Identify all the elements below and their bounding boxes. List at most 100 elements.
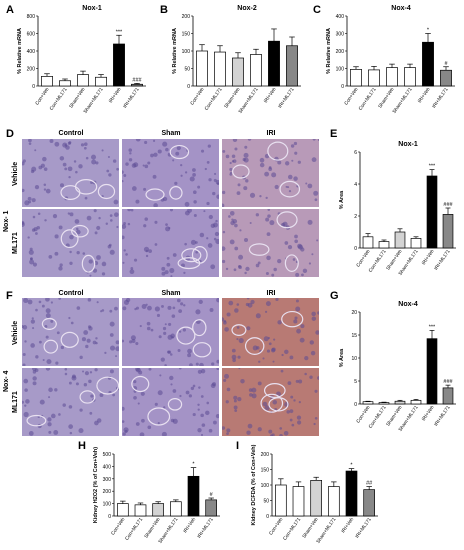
- chart-H-xlabel-2: Sham+Veh: [143, 516, 162, 539]
- chart-A-bar-3: [95, 76, 107, 87]
- micrograph-d-0-2: [222, 139, 319, 207]
- f-col-iri: IRI: [266, 290, 276, 297]
- chart-G-title: Nox-4: [398, 301, 418, 308]
- chart-E-ylabel: % Area: [339, 190, 345, 209]
- chart-H-ytick-label-5: 500: [103, 452, 112, 458]
- chart-E-ytick-label-2: 4: [354, 182, 357, 188]
- chart-G-xlabel-4: IRI+Veh: [421, 404, 436, 422]
- chart-C-bar-4: [422, 41, 434, 87]
- chart-C-bar-3: [404, 67, 416, 87]
- micrograph-d-1-1: [122, 209, 219, 277]
- chart-H-bar-5: [205, 499, 217, 517]
- chart-C-bar-1: [368, 69, 380, 87]
- chart-E-ytick-label-3: 6: [354, 150, 357, 156]
- chart-A-title: Nox-1: [82, 5, 102, 12]
- chart-A-ytick-label-0: 0: [32, 84, 35, 90]
- chart-I-ytick-label-1: 50: [263, 499, 269, 505]
- chart-C-xlabel-2: Sham+Veh: [377, 86, 396, 109]
- chart-H-ytick-label-3: 300: [103, 477, 112, 483]
- chart-B-ytick-label-2: 100: [182, 49, 191, 55]
- chart-I-ytick-label-0: 0: [266, 514, 269, 520]
- f-col-control: Control: [58, 290, 84, 297]
- chart-C-bar-0: [350, 69, 362, 87]
- chart-E-title: Nox-1: [398, 141, 418, 148]
- chart-E-xlabel-2: Sham+Veh: [385, 248, 404, 271]
- chart-H-bar-3: [170, 501, 182, 517]
- chart-B-xlabel-0: Con+Veh: [189, 86, 206, 106]
- chart-I-xlabel-1: Con+ML171: [282, 516, 302, 541]
- chart-I-ylabel: Kidney DCFDA (% of Con+Veh): [251, 444, 257, 525]
- chart-i-kidney-dcfda: 0 50 100 150 200 Kidney DCFDA (% of Con+Veh) C…: [251, 444, 378, 545]
- micrograph-f-0-1: [122, 298, 219, 366]
- chart-H-xlabel-1: Con+ML171: [124, 516, 144, 541]
- chart-B-ytick-label-0: 0: [187, 84, 190, 90]
- chart-B-bar-3: [250, 54, 262, 87]
- chart-G-bar-2: [394, 400, 406, 405]
- d-col-iri: IRI: [266, 130, 276, 137]
- chart-H-ytick-label-4: 400: [103, 464, 112, 470]
- chart-E-ytick-label-1: 2: [354, 214, 357, 220]
- chart-A-bar-2: [77, 74, 89, 87]
- chart-A-xlabel-2: Sham+Veh: [68, 86, 87, 109]
- chart-A-xlabel-1: Con+ML171: [49, 86, 69, 111]
- chart-C-bar-5: [440, 69, 452, 87]
- chart-A-xlabel-4: IRI+Veh: [108, 86, 123, 104]
- chart-B-ylabel: % Relative mRNA: [172, 28, 178, 74]
- chart-G-annot-4: ***: [429, 324, 436, 330]
- micrograph-d-1-0: [22, 209, 119, 277]
- chart-B-xlabel-1: Con+ML171: [204, 86, 224, 111]
- micrograph-f-1-0: [22, 368, 119, 436]
- panel-letter-g: G: [330, 290, 339, 302]
- chart-G-ylabel: % Area: [339, 348, 345, 367]
- chart-C-xlabel-1: Con+ML171: [358, 86, 378, 111]
- chart-E-xlabel-5: IRI+ML171: [433, 248, 452, 271]
- chart-I-xlabel-5: IRI+ML171: [354, 516, 373, 539]
- chart-I-bar-1: [292, 486, 305, 517]
- chart-I-annot-5: ##: [366, 481, 373, 487]
- chart-C-ytick-label-1: 100: [336, 67, 345, 73]
- chart-E-bar-3: [410, 238, 422, 249]
- chart-C-ytick-label-4: 400: [336, 14, 345, 20]
- chart-G-annot-5: ###: [443, 379, 453, 385]
- chart-E-xlabel-4: IRI+Veh: [421, 248, 436, 266]
- chart-G-xlabel-2: Sham+Veh: [385, 404, 404, 427]
- chart-G-bar-0: [362, 401, 374, 405]
- chart-G-bar-1: [378, 402, 390, 405]
- panel-letter-d: D: [6, 128, 14, 140]
- chart-G-ytick-label-4: 20: [351, 310, 357, 316]
- f-col-sham: Sham: [161, 290, 181, 297]
- d-row-ml171: ML171: [12, 232, 19, 254]
- micrograph-d-0-1: [122, 139, 219, 207]
- chart-A-xlabel-5: IRI+ML171: [122, 86, 141, 109]
- chart-C-annot-4: *: [427, 28, 430, 34]
- chart-H-bar-1: [134, 504, 147, 517]
- chart-B-ytick-label-3: 150: [182, 32, 191, 38]
- d-group-label: Nox- 1: [3, 210, 10, 232]
- chart-A-bar-0: [41, 76, 53, 87]
- chart-C-xlabel-4: IRI+Veh: [417, 86, 432, 104]
- chart-A-ytick-label-3: 600: [27, 32, 36, 38]
- chart-A-bar-5: [131, 83, 143, 87]
- chart-B-bar-4: [268, 40, 280, 87]
- chart-H-xlabel-0: Con+Veh: [110, 516, 127, 536]
- chart-B-ytick-label-1: 50: [184, 67, 190, 73]
- chart-E-bar-1: [378, 241, 390, 249]
- f-row-ml171: ML171: [12, 391, 19, 413]
- micrograph-f-0-2: [222, 298, 319, 366]
- chart-I-bar-2: [310, 479, 322, 517]
- panel-letter-a: A: [6, 4, 14, 16]
- chart-I-ytick-label-4: 200: [261, 452, 270, 458]
- chart-E-xlabel-0: Con+Veh: [355, 248, 372, 268]
- micrograph-d-1-2: [222, 209, 319, 277]
- chart-B-xlabel-2: Sham+Veh: [223, 86, 242, 109]
- chart-E-bar-5: [442, 214, 454, 249]
- chart-H-xlabel-4: IRI+Veh: [182, 516, 197, 534]
- chart-I-bar-3: [328, 486, 340, 517]
- chart-H-ytick-label-0: 0: [108, 514, 111, 520]
- panel-letter-b: B: [160, 4, 168, 16]
- chart-E-bar-2: [394, 231, 406, 249]
- chart-A-bar-4: [113, 43, 125, 87]
- chart-h-kidney-h2o2: 0 100 200 300 400 500 Kidney H2O2 (% of Con+Ve…: [93, 447, 220, 545]
- chart-C-title: Nox-4: [391, 5, 411, 12]
